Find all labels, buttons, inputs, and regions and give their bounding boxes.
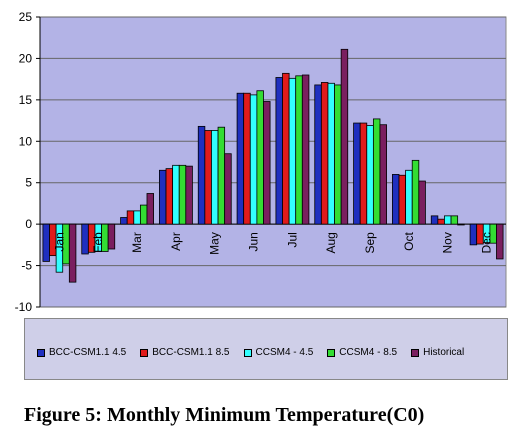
x-tick-label: Dec (480, 232, 494, 253)
y-tick-label: 20 (19, 51, 33, 65)
bar-jun-series-1 (243, 92, 251, 225)
bar-sep-series-2 (366, 125, 374, 225)
y-tick-label: 5 (25, 176, 32, 190)
legend-label: BCC-CSM1.1 8.5 (152, 347, 230, 358)
x-tick-label: Jun (247, 232, 261, 251)
x-tick-label: Mar (130, 232, 144, 253)
y-tick-label: 15 (19, 93, 33, 107)
legend-label: CCSM4 - 8.5 (339, 347, 398, 358)
legend-item: CCSM4 - 8.5 (327, 347, 397, 358)
legend-swatch (411, 348, 420, 357)
legend-label: Historical (423, 347, 465, 358)
bar-nov-series-1 (437, 218, 445, 225)
y-tick-label: 0 (25, 217, 32, 231)
bar-may-series-2 (211, 130, 219, 225)
bar-apr-series-1 (165, 168, 174, 225)
legend-swatch (327, 348, 336, 357)
bar-oct-series-3 (411, 159, 420, 225)
bar-nov-series-4 (457, 223, 465, 226)
bar-apr-series-2 (172, 164, 180, 225)
bar-jan-series-4 (68, 223, 77, 283)
bar-mar-series-0 (120, 217, 128, 225)
bar-dec-series-0 (469, 223, 478, 246)
plot-area (39, 16, 507, 308)
x-tick-label: Sep (363, 232, 377, 254)
legend-item: CCSM4 - 4.5 (243, 347, 314, 358)
bar-may-series-4 (224, 153, 232, 225)
bar-jun-series-4 (263, 101, 271, 225)
bar-may-series-3 (217, 126, 226, 225)
x-tick-label: May (208, 232, 222, 255)
monthly-min-temp-chart: -10 -5 0 5 10 15 20 25 Jan Feb Mar Apr May Jun Jul Aug S… (15, 10, 507, 314)
bar-jul-series-2 (288, 77, 297, 225)
legend-item: Historical (411, 347, 464, 358)
bar-sep-series-1 (359, 122, 368, 225)
figure-caption: Figure 5: Monthly Minimum Temperature(C0… (24, 404, 425, 426)
bar-feb-series-4 (107, 223, 116, 250)
x-tick-label: Aug (324, 232, 338, 253)
y-tick-label: -5 (21, 259, 32, 273)
bar-mar-series-1 (126, 210, 135, 225)
x-tick-label: Apr (169, 232, 183, 251)
legend-label: CCSM4 - 4.5 (255, 347, 314, 358)
x-tick-label: Jan (52, 232, 66, 251)
bar-jul-series-4 (301, 74, 310, 225)
legend-row: BCC-CSM1.1 4.5 BCC-CSM1.1 8.5 CCSM4 - 4.5 C… (37, 347, 464, 358)
bar-mar-series-4 (146, 193, 154, 225)
y-tick-label: -10 (15, 300, 33, 314)
bar-jun-series-0 (236, 92, 245, 225)
bar-mar-series-3 (139, 204, 148, 225)
bar-aug-series-2 (327, 82, 335, 225)
bar-oct-series-2 (405, 169, 413, 225)
x-tick-label: Nov (441, 232, 455, 253)
bar-dec-series-4 (496, 223, 504, 260)
legend-swatch (37, 348, 45, 357)
bar-apr-series-4 (185, 165, 193, 225)
bar-sep-series-0 (353, 122, 361, 225)
bar-oct-series-0 (392, 174, 400, 225)
bar-aug-series-1 (320, 82, 329, 225)
bar-apr-series-0 (159, 169, 167, 225)
bar-nov-series-2 (444, 215, 452, 225)
bar-oct-series-1 (398, 174, 407, 225)
legend-swatch (140, 348, 149, 357)
bar-may-series-0 (197, 125, 206, 225)
bar-mar-series-2 (133, 210, 141, 225)
bar-nov-series-0 (430, 215, 439, 225)
bar-jun-series-2 (249, 94, 258, 225)
bar-aug-series-0 (314, 84, 322, 225)
bar-sep-series-3 (372, 118, 381, 225)
bar-jul-series-1 (282, 72, 290, 225)
bar-aug-series-3 (334, 84, 342, 225)
x-tick-label: Feb (91, 232, 105, 253)
bar-feb-series-0 (81, 223, 89, 255)
y-tick-label: 25 (19, 10, 33, 24)
legend-swatch (243, 348, 252, 357)
bar-aug-series-4 (340, 48, 349, 225)
x-tick-label: Oct (402, 231, 416, 250)
bar-jun-series-3 (256, 90, 264, 225)
bar-may-series-1 (204, 130, 212, 225)
bar-jul-series-3 (295, 75, 303, 225)
bar-jul-series-0 (275, 77, 283, 225)
bar-apr-series-3 (178, 164, 187, 225)
bar-oct-series-4 (418, 180, 426, 225)
legend-item: BCC-CSM1.1 8.5 (140, 347, 230, 358)
x-tick-label: Jul (285, 232, 299, 247)
bar-sep-series-4 (379, 124, 387, 225)
y-tick-label: 10 (19, 134, 33, 148)
bar-jan-series-0 (42, 223, 50, 262)
legend-item: BCC-CSM1.1 4.5 (37, 347, 126, 358)
legend-label: BCC-CSM1.1 4.5 (49, 347, 127, 358)
legend: BCC-CSM1.1 4.5 BCC-CSM1.1 8.5 CCSM4 - 4.5 C… (24, 318, 508, 380)
bar-nov-series-3 (450, 215, 459, 225)
